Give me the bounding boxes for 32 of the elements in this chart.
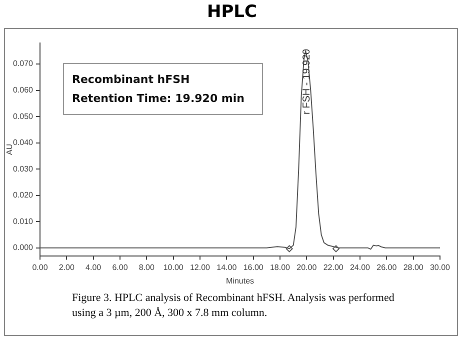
x-tick-label: 30.00 [430,262,451,272]
x-tick-label: 26.00 [376,262,398,272]
chart-title: HPLC [206,2,258,22]
text-box: Recombinant hFSH Retention Time: 19.920 min [63,63,263,115]
x-axis-title: Minutes [226,276,254,286]
x-tick-label: 4.00 [86,262,102,272]
x-tick-label: 14.00 [216,262,238,272]
x-tick-label: 0.00 [32,262,48,272]
x-tick-label: 2.00 [58,262,75,272]
x-tick-label: 16.00 [243,262,264,272]
y-tick-label: 0.040 [12,138,34,148]
caption: Figure 3. HPLC analysis of Recombinant hFSH. Analysis was performed using a 3 µm, 200 Å, 300 x 7.8 mm column. [72,291,396,321]
x-tick-label: 20.00 [296,262,318,272]
y-tick-label: 0.060 [12,85,34,94]
annotation: Retention Time: 19.920 min [72,91,246,107]
y-tick-label: 0.020 [12,190,34,200]
x-tick-label: 28.00 [403,262,424,272]
x-tick-label: 8.00 [138,262,155,272]
x-tick-label: 12.00 [190,262,211,272]
x-tick-label: 18.00 [270,262,291,272]
y-tick-label: 0.010 [12,216,34,226]
annotation: Recombinant hFSH [72,72,191,88]
annotation: r FSH - 19.920 [301,48,312,114]
x-tick-label: 10.00 [163,262,184,272]
y-tick-label: 0.050 [12,112,34,121]
x-tick-label: 24.00 [350,262,371,272]
y-tick-label: 0.030 [12,164,34,174]
x-tick-label: 6.00 [112,262,128,272]
y-tick-label: 0.000 [12,243,34,252]
y-tick-label: 0.070 [12,59,34,68]
y-axis-title: AU [5,144,14,155]
x-tick-label: 22.00 [323,262,344,272]
